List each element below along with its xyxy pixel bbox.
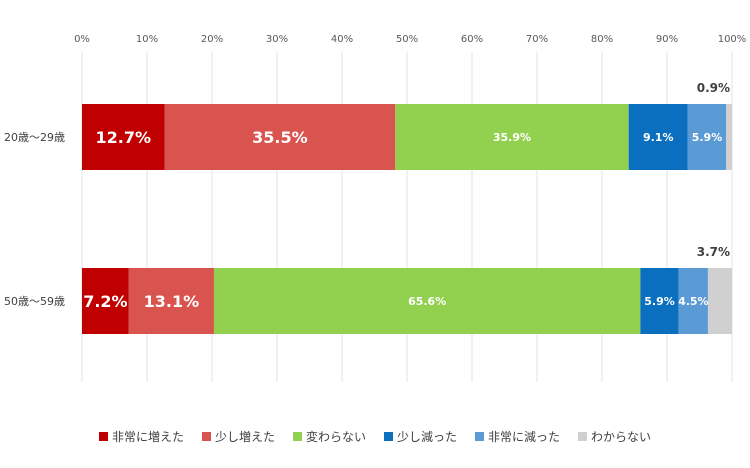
- x-tick-label: 50%: [396, 34, 418, 45]
- category-label: 50歳～59歳: [4, 295, 65, 308]
- data-label: 65.6%: [408, 295, 446, 308]
- x-tick-label: 60%: [461, 34, 483, 45]
- legend-item: 少し減った: [384, 428, 457, 445]
- bar-segment: [687, 104, 727, 170]
- stacked-bar-chart: 0% 10% 20% 30% 40% 50% 60% 70% 80% 90% 100% 20歳～29歳…: [4, 34, 747, 382]
- legend-swatch: [201, 431, 211, 441]
- x-tick-label: 20%: [201, 34, 223, 45]
- data-label: 9.1%: [643, 131, 674, 144]
- legend-swatch: [98, 431, 108, 441]
- data-label: 4.5%: [678, 295, 709, 308]
- legend-label: 非常に増えた: [111, 429, 184, 444]
- bar-segment: [82, 104, 165, 170]
- data-label: 35.5%: [252, 128, 308, 147]
- bar-segment: [707, 268, 732, 334]
- legend-item: 変わらない: [292, 428, 366, 445]
- legend-label: 非常に減った: [488, 429, 561, 444]
- x-tick-label: 90%: [656, 34, 678, 45]
- data-label: 13.1%: [144, 292, 200, 311]
- bar-segment: [82, 268, 129, 334]
- bar-segment: [164, 104, 396, 170]
- bar-segment: [128, 268, 214, 334]
- bar-segment: [628, 104, 688, 170]
- data-label: 5.9%: [644, 295, 675, 308]
- legend-label: 少し減った: [397, 429, 458, 444]
- x-tick-label: 70%: [526, 34, 548, 45]
- x-tick-label: 30%: [266, 34, 288, 45]
- bar-segment: [640, 268, 679, 334]
- x-tick-label: 0%: [74, 34, 90, 45]
- data-label: 0.9%: [697, 81, 730, 95]
- legend-item: 非常に減った: [475, 428, 560, 445]
- legend-label: 変わらない: [305, 429, 366, 444]
- legend: 非常に増えた 少し増えた 変わらない 少し減った 非常に減った わからない: [0, 426, 750, 446]
- legend-swatch: [384, 431, 393, 441]
- legend-item: 少し増えた: [201, 428, 275, 445]
- legend-item: わからない: [578, 428, 651, 445]
- x-tick-label: 80%: [591, 34, 613, 45]
- data-label: 5.9%: [692, 131, 723, 144]
- bar-segment: [678, 268, 708, 334]
- legend-label: わからない: [591, 429, 652, 444]
- x-tick-label: 10%: [136, 34, 158, 45]
- bar-segment: [395, 104, 629, 170]
- legend-swatch: [475, 431, 485, 441]
- data-label: 7.2%: [83, 292, 127, 311]
- legend-label: 少し増えた: [214, 429, 275, 444]
- x-tick-label: 40%: [331, 34, 353, 45]
- bar-segment: [213, 268, 641, 334]
- data-label: 3.7%: [697, 245, 730, 259]
- x-tick-label: 100%: [718, 34, 747, 45]
- category-label: 20歳～29歳: [4, 131, 65, 144]
- legend-swatch: [578, 431, 588, 441]
- data-label: 12.7%: [96, 128, 152, 147]
- legend-item: 非常に増えた: [98, 428, 184, 445]
- data-label: 35.9%: [493, 131, 531, 144]
- bar-segment: [726, 104, 732, 170]
- legend-swatch: [292, 431, 302, 441]
